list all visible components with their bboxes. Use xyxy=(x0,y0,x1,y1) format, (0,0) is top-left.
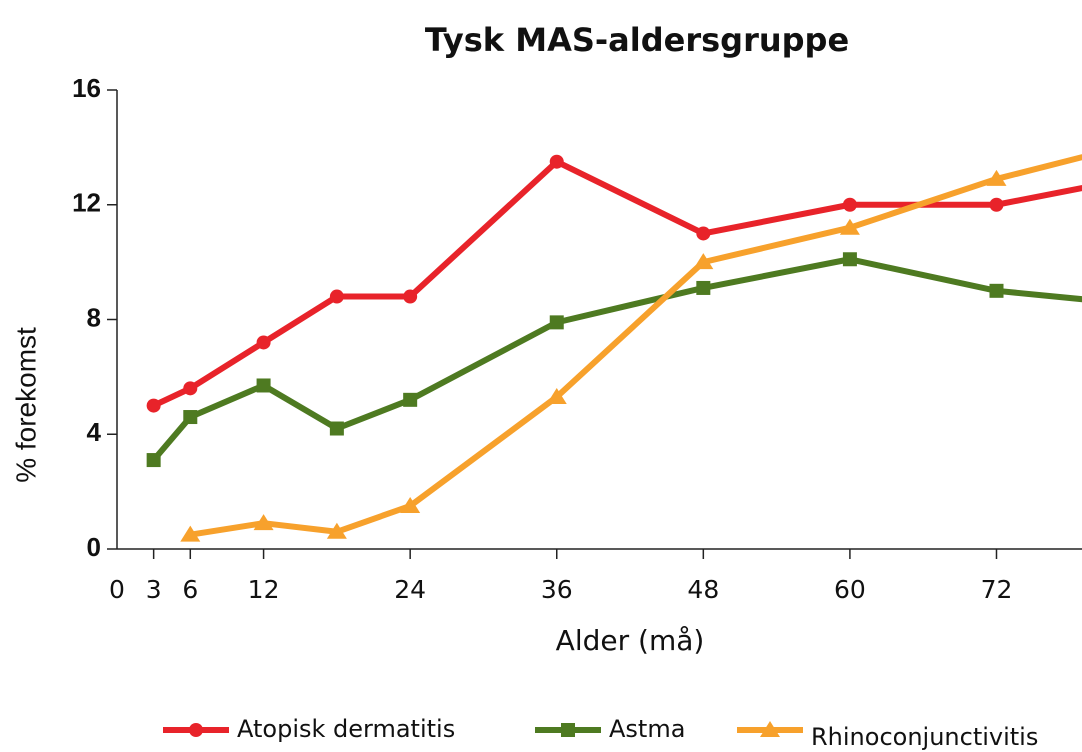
marker xyxy=(329,421,344,436)
y-tick-label: 16 xyxy=(72,73,101,103)
marker xyxy=(146,453,161,468)
y-tick-label: 4 xyxy=(87,417,102,447)
x-tick-label: 12 xyxy=(248,575,280,604)
x-tick-label: 24 xyxy=(394,575,426,604)
y-tick-label: 0 xyxy=(87,532,101,562)
series-line xyxy=(151,256,1082,463)
marker xyxy=(253,514,274,531)
marker xyxy=(842,197,857,212)
x-tick-label: 72 xyxy=(981,575,1013,604)
marker xyxy=(989,283,1004,298)
marker xyxy=(403,289,418,304)
marker xyxy=(326,522,347,539)
x-tick-label: 48 xyxy=(687,575,719,604)
marker xyxy=(146,398,161,413)
legend-label: Atopisk dermatitis xyxy=(237,715,455,743)
marker xyxy=(329,289,344,304)
marker xyxy=(546,387,567,404)
x-tick-label: 3 xyxy=(146,575,162,604)
marker xyxy=(189,723,203,737)
marker xyxy=(696,280,711,295)
y-axis-label: % forekomst xyxy=(10,327,41,483)
x-tick-label: 60 xyxy=(834,575,866,604)
chart-title: Tysk MAS-aldersgruppe xyxy=(425,21,849,59)
marker xyxy=(561,723,575,737)
marker xyxy=(839,218,860,235)
plot-area xyxy=(146,154,1082,542)
marker xyxy=(693,253,714,270)
marker xyxy=(183,381,198,396)
x-axis-label: Alder (må) xyxy=(556,624,705,657)
marker xyxy=(549,154,564,169)
x-tick-label: 0 xyxy=(109,575,125,604)
x-tick-label: 6 xyxy=(182,575,198,604)
marker xyxy=(549,315,564,330)
marker xyxy=(183,410,198,425)
marker xyxy=(400,496,421,513)
marker xyxy=(256,378,271,393)
marker xyxy=(696,226,711,241)
marker xyxy=(180,525,201,542)
marker xyxy=(760,721,780,737)
legend-label: Rhinoconjunctivitis xyxy=(811,723,1038,751)
marker xyxy=(403,392,418,407)
y-tick-label: 12 xyxy=(72,188,101,218)
x-tick-label: 36 xyxy=(541,575,573,604)
marker xyxy=(842,252,857,267)
y-tick-label: 8 xyxy=(87,302,101,332)
legend-label: Astma xyxy=(609,715,685,743)
marker xyxy=(986,169,1007,186)
marker xyxy=(989,197,1004,212)
marker xyxy=(256,335,271,350)
